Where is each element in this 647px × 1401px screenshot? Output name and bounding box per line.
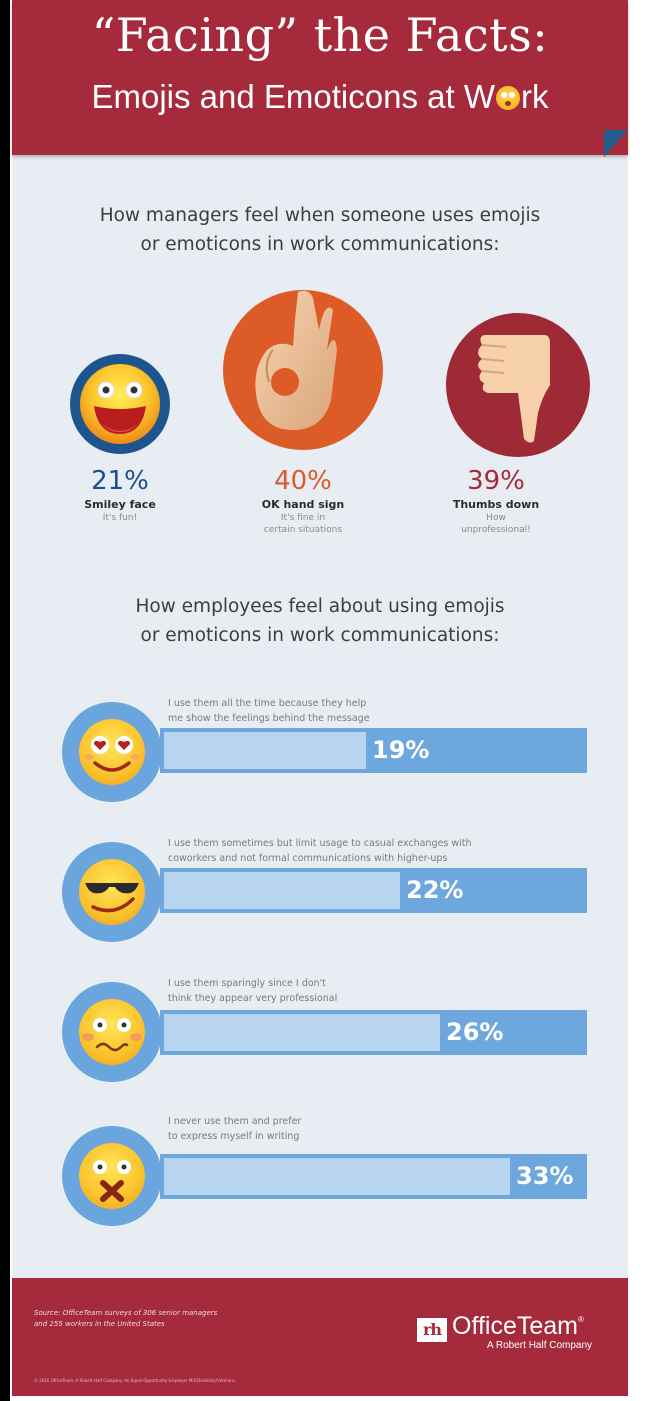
ok-hand-desc-1: It's fine in <box>280 513 326 523</box>
employee-row-4: I never use them and prefer to express m… <box>12 1112 628 1232</box>
employee-row-1-text: I use them all the time because they hel… <box>168 696 598 726</box>
employee-row-4-text: I never use them and prefer to express m… <box>168 1114 598 1144</box>
header-banner: “Facing” the Facts: Emojis and Emoticons… <box>12 0 628 155</box>
row-1-text-line-1: I use them all the time because they hel… <box>168 698 367 709</box>
row-3-text-line-1: I use them sparingly since I don't <box>168 978 326 989</box>
ok-hand-desc-2: certain situations <box>263 525 343 535</box>
manager-stat-ok-hand: 40% OK hand sign It's fine in certain si… <box>203 466 403 536</box>
bar-3-fill <box>164 1014 440 1051</box>
bar-1-fill <box>164 732 366 769</box>
employees-heading: How employees feel about using emojis or… <box>12 592 628 650</box>
bar-2-fill <box>164 872 400 909</box>
flushed-emoji-icon <box>62 982 162 1082</box>
bar-2-value: 22% <box>406 876 464 904</box>
thumbs-down-percent: 39% <box>467 466 525 496</box>
employee-bar-3: 26% <box>160 1010 587 1055</box>
zipped-mouth-emoji-icon <box>62 1126 162 1226</box>
managers-heading-line-2: or emoticons in work communications: <box>140 234 500 255</box>
title-text-pre: Emojis and Emoticons at W <box>91 78 495 115</box>
source-line-1: Source: OfficeTeam surveys of 306 senior… <box>34 1309 218 1317</box>
sunglasses-emoji-icon <box>62 842 162 942</box>
employee-bar-2: 22% <box>160 868 587 913</box>
thumbs-down-desc-2: unprofessional! <box>461 525 531 535</box>
smiley-desc: It's fun! <box>102 513 138 523</box>
employee-row-2: I use them sometimes but limit usage to … <box>12 832 628 952</box>
row-4-text-line-1: I never use them and prefer <box>168 1116 302 1127</box>
source-note: Source: OfficeTeam surveys of 306 senior… <box>34 1308 294 1330</box>
manager-stat-smiley: 21% Smiley face It's fun! <box>20 466 220 524</box>
employee-row-3: I use them sparingly since I don't think… <box>12 972 628 1092</box>
employee-row-3-text: I use them sparingly since I don't think… <box>168 976 598 1006</box>
title-line-2: Emojis and Emoticons at W rk <box>12 78 628 116</box>
row-4-text-line-2: to express myself in writing <box>168 1131 300 1142</box>
title-line-1: “Facing” the Facts: <box>91 8 549 62</box>
manager-stat-thumbs-down: 39% Thumbs down How unprofessional! <box>396 466 596 536</box>
heart-eyes-emoji-icon <box>62 702 162 802</box>
rh-logo-mark-icon: rh <box>417 1318 447 1342</box>
smiley-label: Smiley face <box>84 498 156 511</box>
left-border <box>0 0 10 1401</box>
thumbs-down-icon <box>446 313 590 457</box>
ok-hand-label: OK hand sign <box>261 498 345 511</box>
employees-heading-line-2: or emoticons in work communications: <box>140 625 500 646</box>
employee-bar-1: 19% <box>160 728 587 773</box>
title-text-post: rk <box>520 78 549 115</box>
smiley-face-icon <box>70 354 170 454</box>
source-line-2: and 255 workers in the United States <box>34 1320 165 1328</box>
row-2-text-line-2: coworkers and not formal communications … <box>168 853 448 864</box>
bar-1-value: 19% <box>372 736 430 764</box>
bar-4-value: 33% <box>516 1162 574 1190</box>
managers-heading-line-1: How managers feel when someone uses emoj… <box>99 205 541 226</box>
footer: Source: OfficeTeam surveys of 306 senior… <box>12 1278 628 1396</box>
employee-row-1: I use them all the time because they hel… <box>12 692 628 812</box>
copyright-text: © 2016 OfficeTeam. A Robert Half Company… <box>34 1378 237 1383</box>
row-3-text-line-2: think they appear very professional <box>168 993 338 1004</box>
row-2-text-line-1: I use them sometimes but limit usage to … <box>168 838 472 849</box>
thumbs-down-label: Thumbs down <box>452 498 540 511</box>
employees-heading-line-1: How employees feel about using emojis <box>135 596 505 617</box>
rolling-eyes-emoji-icon <box>495 86 520 110</box>
bar-4-fill <box>164 1158 510 1195</box>
officeteam-logo: rh OfficeTeam® A Robert Half Company <box>412 1308 612 1354</box>
logo-name-text: OfficeTeam <box>452 1312 578 1340</box>
logo-tagline: A Robert Half Company <box>487 1340 593 1351</box>
thumbs-down-desc-1: How <box>486 513 506 523</box>
bar-3-value: 26% <box>446 1018 504 1046</box>
registered-mark: ® <box>577 1315 584 1324</box>
employee-row-2-text: I use them sometimes but limit usage to … <box>168 836 598 866</box>
smiley-percent: 21% <box>91 466 149 496</box>
ok-hand-percent: 40% <box>274 466 332 496</box>
logo-name: OfficeTeam® <box>452 1312 584 1341</box>
ok-hand-icon <box>223 290 383 450</box>
row-1-text-line-2: me show the feelings behind the message <box>168 713 370 724</box>
managers-heading: How managers feel when someone uses emoj… <box>12 201 628 259</box>
infographic: “Facing” the Facts: Emojis and Emoticons… <box>12 0 628 1396</box>
employee-bar-4: 33% <box>160 1154 587 1199</box>
